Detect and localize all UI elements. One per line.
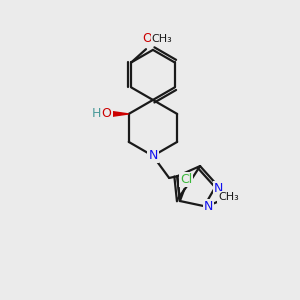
Text: N: N	[204, 200, 213, 213]
Text: CH₃: CH₃	[152, 34, 172, 44]
Polygon shape	[108, 111, 129, 117]
Text: H: H	[92, 107, 102, 120]
Text: O: O	[142, 32, 152, 45]
Text: N: N	[148, 149, 158, 162]
Text: N: N	[214, 182, 223, 195]
Text: CH₃: CH₃	[218, 192, 239, 202]
Text: Cl: Cl	[180, 173, 193, 186]
Text: O: O	[102, 107, 112, 120]
